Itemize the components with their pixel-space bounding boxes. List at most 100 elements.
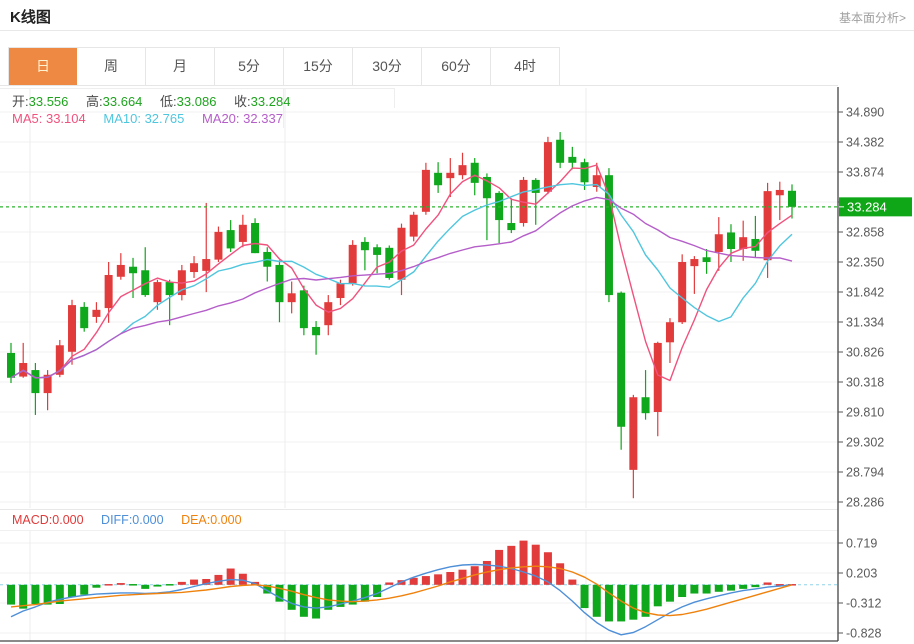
- macd-bar: [751, 584, 760, 588]
- macd-bar: [531, 544, 540, 585]
- macd-bar: [238, 573, 247, 585]
- macd-bar: [543, 552, 552, 585]
- low-readout: 低:33.086: [160, 94, 217, 109]
- candle: [104, 274, 113, 309]
- candle: [568, 156, 577, 163]
- macd-bar: [104, 584, 113, 586]
- macd-bar: [665, 584, 674, 602]
- candle: [190, 263, 199, 273]
- ma5-line: [10, 164, 793, 382]
- candle: [507, 223, 516, 231]
- macd-bar: [421, 576, 430, 585]
- macd-bar: [617, 584, 626, 622]
- candle: [665, 322, 674, 343]
- price-tick-label: 34.382: [846, 136, 884, 150]
- candle: [153, 282, 162, 303]
- macd-bar: [336, 584, 345, 607]
- macd-bar: [690, 584, 699, 594]
- candle: [92, 309, 101, 317]
- macd-bar: [68, 584, 77, 598]
- candle: [238, 224, 247, 242]
- candle: [373, 247, 382, 255]
- candle: [324, 302, 333, 326]
- candle: [165, 282, 174, 296]
- macd-bar: [55, 584, 64, 604]
- candle: [690, 259, 699, 267]
- candle: [641, 397, 650, 414]
- candle: [31, 370, 40, 394]
- open-readout: 开:33.556: [12, 94, 69, 109]
- candle: [55, 345, 64, 375]
- dea-readout: DEA:0.000: [181, 513, 242, 527]
- tab-5min[interactable]: 5分: [215, 48, 284, 85]
- svg-text:33.284: 33.284: [847, 199, 887, 214]
- page-title: K线图: [10, 9, 51, 26]
- macd-bar: [153, 584, 162, 587]
- macd-bar: [641, 584, 650, 617]
- price-tick-label: 33.874: [846, 166, 884, 180]
- ma10-line: [10, 182, 793, 379]
- candles: [7, 132, 796, 499]
- macd-bar: [556, 563, 565, 585]
- tab-30min[interactable]: 30分: [353, 48, 422, 85]
- macd-bar: [775, 584, 784, 586]
- candle: [482, 176, 491, 199]
- macd-readout: MACD:0.000: [12, 513, 84, 527]
- macd-bar: [177, 581, 186, 585]
- candle: [446, 172, 455, 179]
- candle: [348, 244, 357, 284]
- macd-bar: [348, 584, 357, 605]
- tab-day[interactable]: 日: [9, 48, 77, 85]
- macd-bar: [507, 545, 516, 585]
- candle: [214, 231, 223, 260]
- candle: [299, 290, 308, 329]
- candle: [702, 257, 711, 262]
- ma10-readout: MA10: 32.765: [103, 111, 185, 126]
- candle: [251, 223, 260, 254]
- macd-bar: [739, 584, 748, 589]
- ma5-readout: MA5: 33.104: [12, 111, 86, 126]
- candle: [312, 326, 321, 336]
- macd-bar: [446, 572, 455, 585]
- price-tick-label: 32.858: [846, 226, 884, 240]
- macd-bar: [287, 584, 296, 610]
- tab-15min[interactable]: 15分: [284, 48, 353, 85]
- ma20-readout: MA20: 32.337: [201, 111, 283, 126]
- price-tick-label: 29.810: [846, 406, 884, 420]
- candle: [360, 241, 369, 251]
- candle: [543, 142, 552, 192]
- tab-week[interactable]: 周: [77, 48, 146, 85]
- candle: [458, 165, 467, 176]
- macd-bar: [92, 584, 101, 588]
- macd-bar: [482, 560, 491, 585]
- macd-bar: [116, 583, 125, 585]
- ma20-line: [10, 196, 793, 379]
- candle: [678, 262, 687, 323]
- macd-bar: [702, 584, 711, 594]
- tab-60min[interactable]: 60分: [422, 48, 491, 85]
- candle: [739, 237, 748, 250]
- macd-bar: [726, 584, 735, 591]
- candle: [726, 232, 735, 250]
- macd-bar: [299, 584, 308, 617]
- macd-bar: [763, 582, 772, 585]
- price-tick-label: 30.826: [846, 346, 884, 360]
- price-tick-label: 31.334: [846, 316, 884, 330]
- tab-4hour[interactable]: 4时: [491, 48, 559, 85]
- fundamental-analysis-link[interactable]: 基本面分析>: [838, 11, 906, 25]
- macd-bar: [568, 579, 577, 585]
- macd-bar: [324, 584, 333, 610]
- candle: [336, 283, 345, 299]
- macd-bar: [434, 574, 443, 585]
- macd-bar: [43, 584, 52, 605]
- price-tick-label: 30.318: [846, 376, 884, 390]
- candle: [519, 179, 528, 224]
- candle: [653, 342, 662, 412]
- macd-bar: [141, 584, 150, 589]
- macd-bar: [653, 584, 662, 607]
- tab-month[interactable]: 月: [146, 48, 215, 85]
- ma-info-row: MA5: 33.104 MA10: 32.765 MA20: 32.337: [12, 111, 297, 126]
- candle: [226, 230, 235, 249]
